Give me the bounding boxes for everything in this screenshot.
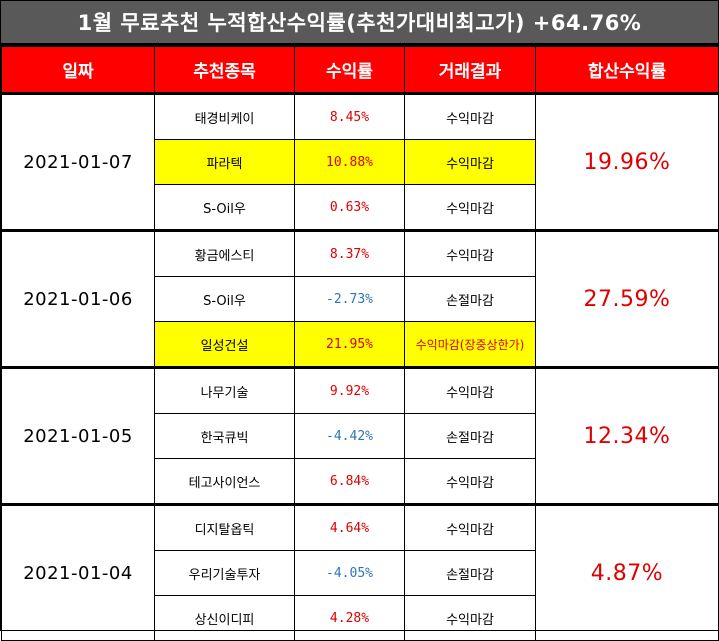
trade-result-cell: 손절마감: [404, 276, 536, 322]
table-row: 2021-01-05 나무기술 9.92% 수익마감 12.34%: [1, 366, 719, 505]
return-rate-cell: -2.73%: [294, 276, 405, 322]
header-stock: 추천종목: [154, 46, 295, 95]
table-row: 2021-01-07 태경비케이 8.45% 수익마감 19.96%: [1, 93, 719, 231]
page-title: 1월 무료추천 누적합산수익률(추천가대비최고가) +64.76%: [1, 1, 718, 46]
header-rate: 수익률: [294, 46, 405, 95]
trade-result-cell: 손절마감: [404, 550, 536, 596]
return-rate-cell: 21.95%: [294, 321, 405, 368]
return-rate-cell: 8.37%: [294, 229, 405, 277]
trade-result-cell: 수익마감: [404, 139, 536, 185]
date-cell: 2021-01-05: [1, 366, 155, 505]
trade-result-cell: 수익마감: [404, 503, 536, 551]
table-row: 테고사이언스 6.84% 수익마감: [2, 458, 719, 505]
stock-name-cell: 파라텍: [154, 139, 295, 185]
cumulative-return-cell: 27.59%: [535, 229, 719, 368]
table-row: 한국큐빅 -4.42% 손절마감: [2, 413, 719, 459]
stock-name-cell: 상신이디피: [154, 595, 295, 641]
trade-result-cell: 수익마감: [404, 595, 536, 641]
cumulative-return-cell: 4.87%: [535, 503, 719, 641]
header-row: 일짜 추천종목 수익률 거래결과 합산수익률: [1, 46, 719, 95]
date-cell: 2021-01-04: [1, 503, 155, 641]
stock-name-cell: S-Oil우: [154, 184, 295, 231]
trade-result-cell: 수익마감: [404, 366, 536, 414]
trade-result-cell: 수익마감: [404, 93, 536, 140]
return-rate-cell: 8.45%: [294, 93, 405, 140]
return-rate-cell: 0.63%: [294, 184, 405, 231]
table-row: 파라텍 10.88% 수익마감: [2, 139, 719, 185]
stock-name-cell: 테고사이언스: [154, 458, 295, 505]
return-rate-cell: -4.42%: [294, 413, 405, 459]
table-body: 2021-01-07 태경비케이 8.45% 수익마감 19.96% 파라텍 10.88% 수…: [1, 93, 719, 641]
table-row: S-Oil우 -2.73% 손절마감: [2, 276, 719, 322]
table-row: 2021-01-04 디지탈옵틱 4.64% 수익마감 4.87%: [1, 503, 719, 641]
table-row: 일성건설 21.95% 수익마감(장중상한가): [2, 321, 719, 368]
table-row: 우리기술투자 -4.05% 손절마감: [2, 550, 719, 596]
stock-name-cell: 일성건설: [154, 321, 295, 368]
header-result: 거래결과: [404, 46, 536, 95]
stock-name-cell: 나무기술: [154, 366, 295, 414]
stock-name-cell: 태경비케이: [154, 93, 295, 140]
stock-name-cell: 한국큐빅: [154, 413, 295, 459]
recommendation-table: 일짜 추천종목 수익률 거래결과 합산수익률 2021-01-07 태경비케이 8.…: [1, 46, 719, 641]
table-row: 2021-01-06 황금에스티 8.37% 수익마감 27.59%: [1, 229, 719, 368]
return-rate-cell: 4.64%: [294, 503, 405, 551]
trade-result-cell: 수익마감(장중상한가): [404, 321, 536, 368]
date-cell: 2021-01-06: [1, 229, 155, 368]
return-rate-cell: 6.84%: [294, 458, 405, 505]
stock-name-cell: S-Oil우: [154, 276, 295, 322]
stock-name-cell: 우리기술투자: [154, 550, 295, 596]
date-cell: 2021-01-07: [1, 93, 155, 231]
return-rate-cell: 10.88%: [294, 139, 405, 185]
stock-name-cell: 황금에스티: [154, 229, 295, 277]
return-rate-cell: -4.05%: [294, 550, 405, 596]
table-row: S-Oil우 0.63% 수익마감: [2, 184, 719, 231]
header-date: 일짜: [1, 46, 155, 95]
return-rate-cell: 9.92%: [294, 366, 405, 414]
trade-result-cell: 수익마감: [404, 184, 536, 231]
trade-result-cell: 손절마감: [404, 413, 536, 459]
return-rate-cell: 4.28%: [294, 595, 405, 641]
stock-name-cell: 디지탈옵틱: [154, 503, 295, 551]
trade-result-cell: 수익마감: [404, 458, 536, 505]
header-cumulative: 합산수익률: [535, 46, 719, 95]
trade-result-cell: 수익마감: [404, 229, 536, 277]
cumulative-return-cell: 19.96%: [535, 93, 719, 231]
cumulative-return-cell: 12.34%: [535, 366, 719, 505]
